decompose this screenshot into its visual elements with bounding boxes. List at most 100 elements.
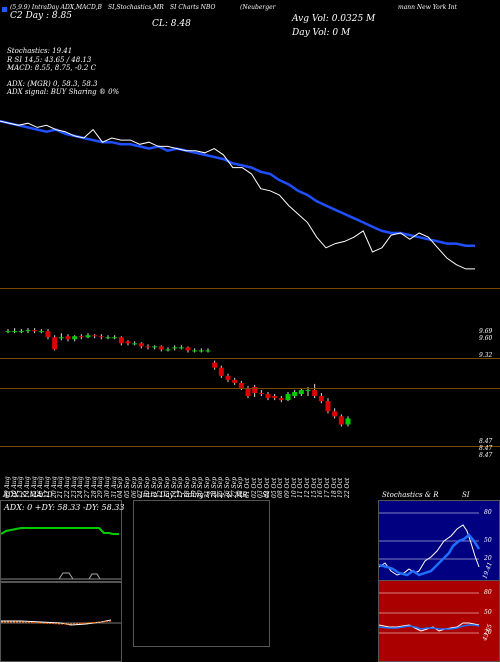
intraday-title-suffix: SI [262, 491, 270, 499]
divider-line [0, 288, 500, 289]
candle-body [45, 331, 51, 338]
price-tick: 8.47 [479, 452, 493, 459]
stoch-rsi-title-suffix: SI [462, 491, 470, 499]
candle-body [125, 341, 131, 344]
candle-body [178, 347, 184, 349]
candle-body [258, 393, 264, 395]
macd-panel [0, 582, 122, 662]
candle-body [85, 335, 91, 338]
candle-body [78, 336, 84, 338]
candle-body [98, 336, 104, 338]
stoch-rsi-title: Stochastics & R [382, 491, 439, 499]
candle-body [305, 389, 311, 391]
stochastics-readout: Stochastics: 19.41 [7, 47, 73, 55]
macd-readout: MACD: 8.55, 8.75, -0.2 C [7, 64, 96, 72]
candle-body [112, 337, 118, 339]
legend-marker [2, 7, 7, 12]
candle-body [58, 337, 64, 339]
stochastics-panel: 80 50 20 19.41 [378, 500, 500, 581]
intraday-title: Intra Day Trading Price & MR [140, 491, 248, 499]
candle-body [245, 387, 251, 397]
candle-body [118, 337, 124, 344]
day-volume: Day Vol: 0 M [292, 28, 351, 38]
moving-average-chart [0, 119, 475, 270]
candle-body [325, 401, 331, 412]
header-fragment: mann New York Int [398, 4, 457, 11]
candle-body [145, 346, 151, 348]
candle-body [232, 379, 238, 383]
candle-body [158, 346, 164, 350]
date-tick-label: 22 Oct [344, 477, 351, 498]
rsi-tick: 20 [484, 629, 492, 636]
candle-body [238, 382, 244, 388]
close-readout: C2 Day : 8.85 [10, 11, 72, 21]
candle-body [92, 335, 98, 337]
adx-lines [1, 527, 121, 580]
candle-body [5, 331, 11, 333]
candle-body [218, 367, 224, 376]
header-fragment: SI,Stochastics,MR [108, 4, 164, 11]
candle-body [272, 396, 278, 399]
price-gridline [0, 446, 500, 447]
price-line [0, 120, 475, 270]
candle-body [165, 349, 171, 351]
intraday-panel [133, 500, 270, 647]
price-tick: 8.47 [479, 438, 493, 445]
macd-lines [1, 619, 121, 626]
stoch-tick: 20 [484, 555, 492, 562]
stoch-tick: 80 [484, 509, 492, 516]
header-fragment: (Neuberger [240, 4, 276, 11]
candle-body [65, 336, 71, 340]
candle-body [318, 396, 324, 402]
rsi-readout: R SI 14,5: 43.65 / 48.13 [7, 56, 92, 64]
avg-volume: Avg Vol: 0.0325 M [292, 14, 376, 24]
candle-body [285, 394, 291, 401]
candle-body [338, 416, 344, 425]
price-tick: 9.60 [479, 335, 493, 342]
candle-body [12, 331, 18, 333]
candle-body [52, 337, 58, 350]
header-fragment: SI Charts NBO [170, 4, 216, 11]
rsi-lines [379, 592, 480, 634]
rsi-tick: 80 [484, 589, 492, 596]
candle-body [205, 350, 211, 352]
price-tick: 8.47 [479, 445, 493, 452]
candle-body [198, 350, 204, 352]
adx-macd-title: ADX & MACD [3, 491, 53, 499]
candle-body [32, 330, 38, 332]
candle-body [185, 347, 191, 351]
header-fragment: (5,9.9) IntraDay ADX,MACD,B [10, 4, 102, 11]
stochastics-lines [379, 512, 481, 577]
candle-body [252, 386, 258, 394]
rsi-tick: 50 [484, 609, 492, 616]
candle-body [345, 418, 351, 425]
candle-body [25, 330, 31, 332]
candle-body [212, 362, 218, 368]
adx-values: ADX: 0 +DY: 58.33 -DY: 58.33 [4, 503, 125, 512]
candle-body [332, 411, 338, 417]
price-gridline [0, 388, 500, 389]
adx-signal-readout: ADX signal: BUY Sharing ® 0% [7, 88, 120, 96]
candle-body [18, 331, 24, 333]
candle-body [72, 336, 78, 340]
rsi-panel: 80 50 20 43.65 [378, 580, 500, 662]
candle-body [298, 389, 304, 395]
candle-body [278, 398, 284, 401]
candle-body [225, 375, 231, 380]
adx-panel: ADX: 0 +DY: 58.33 -DY: 58.33 [0, 500, 125, 582]
candle-body [38, 331, 44, 333]
candle-body [192, 350, 198, 352]
candle-body [312, 389, 318, 397]
candlestick-chart [5, 328, 351, 427]
price-gridline [0, 358, 500, 359]
candle-body [132, 343, 138, 345]
cl-readout: CL: 8.48 [152, 19, 191, 29]
candle-body [265, 394, 271, 399]
candle-body [105, 337, 111, 339]
adx-readout: ADX: (MGR) 0, 58.3, 58.3 [7, 80, 98, 88]
price-tick: 9.32 [479, 352, 493, 359]
candle-body [172, 347, 178, 349]
price-tick: 9.69 [479, 328, 493, 335]
candle-body [138, 343, 144, 347]
candle-body [152, 346, 158, 348]
